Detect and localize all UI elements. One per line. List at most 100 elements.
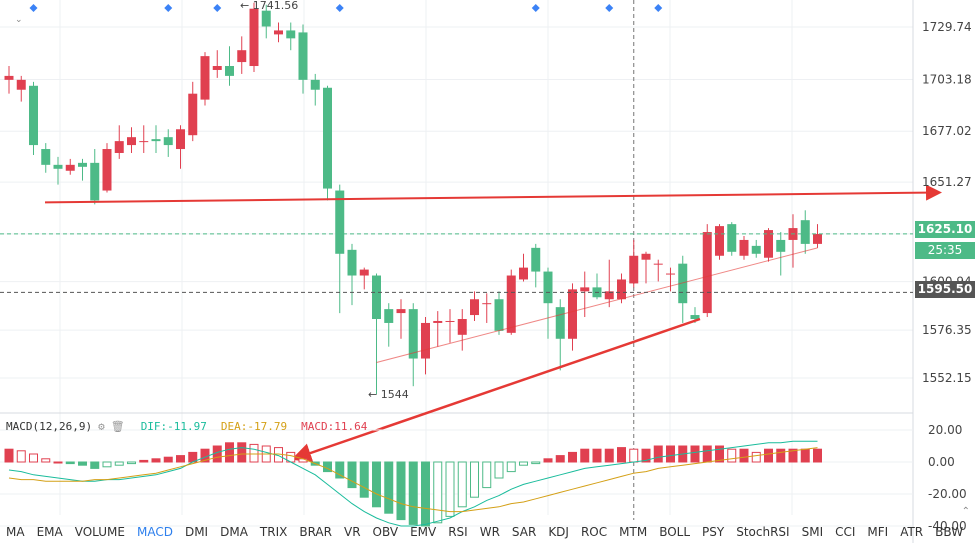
candle-body xyxy=(604,291,614,300)
macd-histogram-bar xyxy=(653,445,663,463)
candle-body xyxy=(249,8,259,67)
price-axis-tick: 1651.27 xyxy=(922,175,972,189)
tab-wr[interactable]: WR xyxy=(479,524,500,539)
candles xyxy=(4,2,822,395)
tab-dma[interactable]: DMA xyxy=(220,524,248,539)
tab-ma[interactable]: MA xyxy=(6,524,25,539)
trash-icon[interactable]: 🗑 xyxy=(110,420,125,433)
macd-histogram-bar xyxy=(568,451,577,463)
candle-body xyxy=(813,234,822,244)
candle-body xyxy=(421,322,430,359)
candle-body xyxy=(372,275,381,320)
macd-histogram-bar xyxy=(445,461,455,517)
price-axis-tick: 1729.74 xyxy=(922,20,972,34)
macd-histogram-bar xyxy=(176,455,185,463)
tab-obv[interactable]: OBV xyxy=(372,524,399,539)
chart-annotations: ← 1741.56 ← 1544 xyxy=(240,0,409,401)
candle-body xyxy=(78,162,87,167)
tab-bbw[interactable]: BBW xyxy=(935,524,964,539)
candle-body xyxy=(457,319,467,335)
high-price-label: ← 1741.56 xyxy=(240,0,298,12)
candle-body xyxy=(53,164,63,169)
macd-histogram-bar xyxy=(482,461,492,489)
tab-boll[interactable]: BOLL xyxy=(659,524,691,539)
macd-histogram-bar xyxy=(555,455,565,463)
macd-histogram-bar xyxy=(519,461,528,466)
macd-histogram-bar xyxy=(690,445,700,463)
candle-body xyxy=(41,149,51,165)
event-marker-icon xyxy=(335,4,344,12)
macd-histogram-bar xyxy=(457,461,467,508)
tab-rsi[interactable]: RSI xyxy=(448,524,468,539)
tab-dmi[interactable]: DMI xyxy=(184,524,209,539)
macd-panel: 20.00 0.00 -20.00 -40.00 xyxy=(0,423,967,533)
tab-volume[interactable]: VOLUME xyxy=(74,524,125,539)
current-price-tag: 1625.10 xyxy=(915,221,975,238)
candle-body xyxy=(151,139,161,142)
support-trend-line xyxy=(376,247,818,363)
candle-body xyxy=(114,141,124,153)
tab-psy[interactable]: PSY xyxy=(702,524,725,539)
tab-smi[interactable]: SMI xyxy=(801,524,824,539)
tab-macd[interactable]: MACD xyxy=(136,524,173,539)
candle-body xyxy=(102,149,112,191)
macd-dif-line xyxy=(8,440,818,527)
tab-mfi[interactable]: MFI xyxy=(867,524,889,539)
tab-vr[interactable]: VR xyxy=(343,524,361,539)
macd-histogram-bar xyxy=(78,461,87,466)
gear-icon[interactable]: ⚙ xyxy=(98,420,105,433)
candle-body xyxy=(176,129,185,150)
trend-lines[interactable] xyxy=(44,184,942,463)
tab-mtm[interactable]: MTM xyxy=(619,524,648,539)
resistance-trend-line xyxy=(44,184,942,204)
candle-body xyxy=(237,50,247,63)
tab-cci[interactable]: CCI xyxy=(835,524,856,539)
chevron-up-icon[interactable]: ⌃ xyxy=(961,506,970,517)
macd-histogram-bar xyxy=(641,448,651,463)
candle-body xyxy=(200,56,210,100)
event-marker-icon xyxy=(164,4,173,12)
candle-body xyxy=(666,273,675,275)
candle-body xyxy=(519,267,528,280)
candle-body xyxy=(323,87,332,189)
macd-histogram-bar xyxy=(90,461,100,469)
candle-body xyxy=(715,226,724,256)
candle-body xyxy=(225,66,234,76)
tab-sar[interactable]: SAR xyxy=(511,524,537,539)
macd-histogram-bar xyxy=(127,461,136,465)
candle-body xyxy=(580,287,590,292)
macd-histogram-bar xyxy=(494,461,504,479)
candle-body xyxy=(286,30,296,39)
macd-histogram-bar xyxy=(347,461,357,489)
price-axis-tick: 1576.35 xyxy=(922,323,972,337)
candle-body xyxy=(629,255,639,284)
tab-atr[interactable]: ATR xyxy=(900,524,924,539)
event-marker-icon xyxy=(531,4,540,12)
candle-body xyxy=(470,299,479,316)
tab-stochrsi[interactable]: StochRSI xyxy=(736,524,790,539)
tab-kdj[interactable]: KDJ xyxy=(548,524,569,539)
candle-body xyxy=(261,10,271,27)
chevron-down-icon[interactable]: ⌄ xyxy=(15,15,23,25)
macd-histogram-bar xyxy=(727,448,737,463)
macd-histogram-bar xyxy=(800,448,810,463)
macd-histogram-bar xyxy=(715,445,724,463)
tab-brar[interactable]: BRAR xyxy=(299,524,332,539)
macd-histogram-bar xyxy=(396,461,406,521)
macd-histogram-bar xyxy=(433,461,443,524)
tab-ema[interactable]: EMA xyxy=(36,524,63,539)
tab-trix[interactable]: TRIX xyxy=(259,524,288,539)
macd-histogram-bar xyxy=(225,442,234,463)
candle-body xyxy=(751,245,761,254)
price-axis-tick: 1703.18 xyxy=(922,72,972,86)
event-marker-icon xyxy=(654,4,663,12)
macd-histogram-bar xyxy=(617,447,626,463)
tab-roc[interactable]: ROC xyxy=(580,524,608,539)
macd-histogram-bar xyxy=(16,450,26,463)
macd-histogram-bar xyxy=(470,461,479,498)
tab-emv[interactable]: EMV xyxy=(410,524,437,539)
macd-histogram-bar xyxy=(506,461,516,473)
macd-axis-tick: -40.00 xyxy=(928,519,967,533)
candle-body xyxy=(16,79,26,90)
